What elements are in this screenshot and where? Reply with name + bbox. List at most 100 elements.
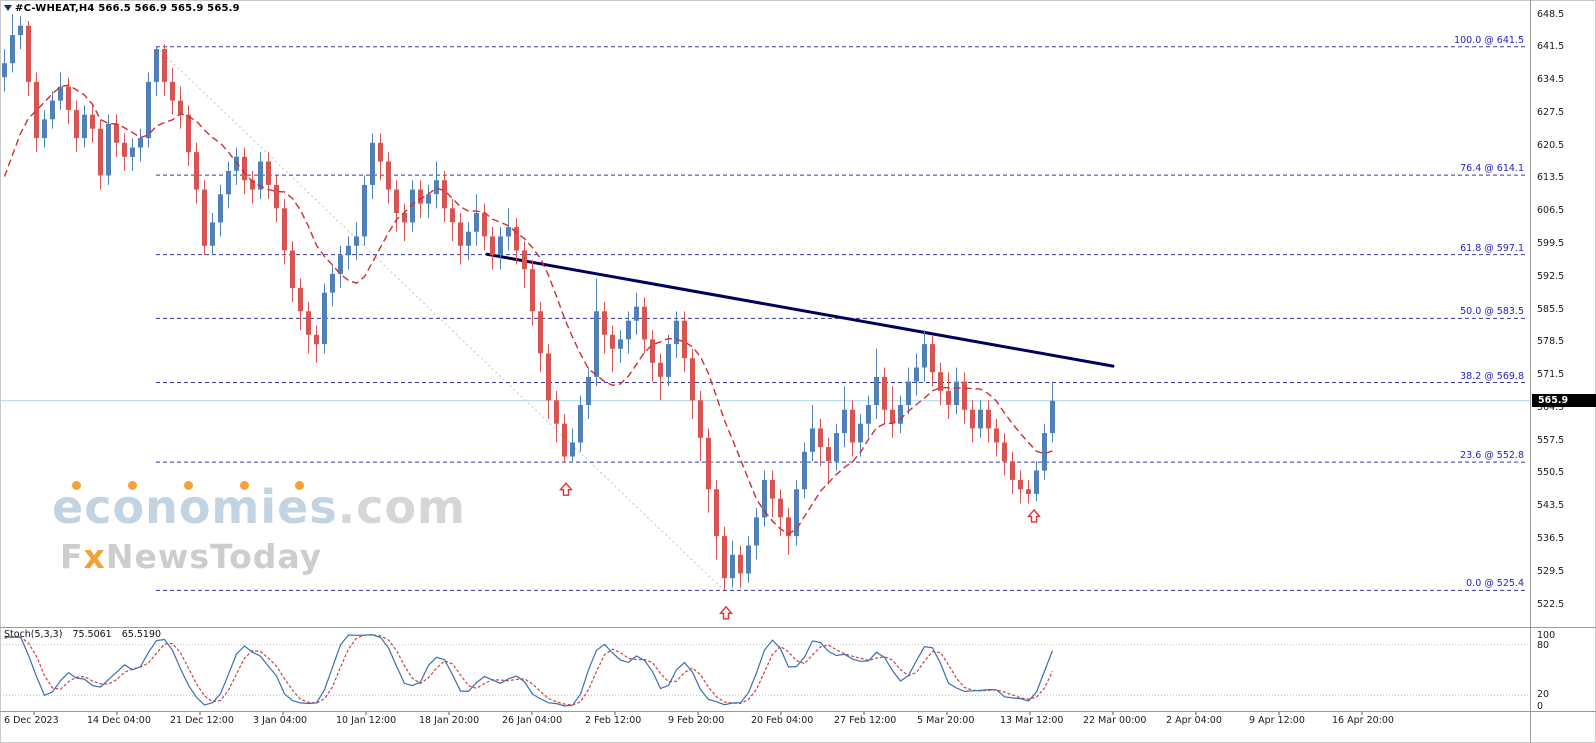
watermark-dot [240,481,249,490]
watermark-sub-rest: NewsToday [105,537,323,576]
candle-body [706,437,711,490]
candle-body [346,245,351,256]
candle-body [1002,442,1007,462]
candle-body [138,138,143,148]
watermark-dot [184,481,193,490]
candle-body [594,311,599,377]
candle-body [450,208,455,223]
indicator-k-value: 75.5061 [72,629,112,640]
candle-body [410,189,415,223]
candle-body [650,339,655,363]
candle-body [538,311,543,354]
candle-body [914,367,919,382]
candle-body [202,189,207,246]
collapse-triangle-icon[interactable] [4,5,12,11]
candle-body [730,554,735,579]
trendline[interactable] [485,252,1115,368]
watermark-sub-f: F [60,537,84,576]
candle-body [1018,479,1023,490]
candle-body [522,250,527,270]
candle-body [882,376,887,410]
candle-body [642,306,647,340]
candle-body [282,208,287,251]
candle-body [514,227,519,251]
candle-body [218,194,223,223]
candle-body [418,189,423,204]
watermark-domain-text: .com [337,480,466,534]
candle-body [666,344,671,377]
candle-body [274,184,279,209]
candle-body [442,180,447,209]
candle-body [738,554,743,574]
candle-body [570,442,575,457]
watermark-dot [295,481,304,490]
candle-body [938,372,943,391]
candle-body [490,236,495,256]
candle-body [26,25,31,82]
candle-body [378,142,383,162]
candle-body [546,353,551,401]
candle-body [426,194,431,204]
candle-body [258,161,263,190]
candle-body [482,213,487,237]
candle-body [42,119,47,139]
candle-body [194,152,199,190]
stoch-signal-line [4,634,1054,706]
watermark-brand-row: economies.com [52,481,466,530]
candle-body [978,409,983,429]
candle-body [330,273,335,293]
candle-body [794,489,799,537]
candle-body [562,423,567,457]
up-arrow-icon[interactable] [718,605,734,620]
candle-body [970,409,975,429]
candle-body [82,114,87,139]
candle-body [602,311,607,335]
watermark-subtitle-row: FxNewsToday [60,537,466,576]
up-arrow-icon[interactable] [1026,508,1042,523]
candle-body [394,189,399,213]
candle-body [586,376,591,405]
candle-body [898,405,903,424]
watermark-brand-text: economies [52,480,338,534]
candle-body [578,405,583,443]
candle-body [306,311,311,335]
candle-body [866,405,871,424]
candle-body [474,213,479,232]
candle-body [890,409,895,424]
candle-body [994,428,999,443]
candle-body [322,292,327,345]
candle-body [922,344,927,368]
candle-body [810,428,815,452]
indicator-d-value: 65.5190 [121,629,162,640]
candle-body [1010,461,1015,480]
candle-body [674,320,679,345]
candle-body [226,170,231,195]
candle-body [722,536,727,579]
candle-body [2,63,7,78]
candle-body [98,128,103,176]
candle-body [530,269,535,312]
candle-body [858,423,863,443]
candle-body [802,451,807,490]
candle-body [458,222,463,246]
candle-body [186,114,191,153]
candle-body [850,409,855,443]
candle-body [10,35,15,64]
fib-diagonal-line[interactable] [155,46,725,591]
candle-body [498,236,503,256]
candle-body [74,110,79,139]
up-arrow-icon[interactable] [558,482,574,496]
candle-body [986,409,991,429]
candle-body [786,517,791,537]
candle-body [610,334,615,349]
candle-body [826,447,831,462]
candle-body [362,184,367,237]
candle-body [634,306,639,321]
candle-body [434,180,439,195]
candle-body [954,381,959,405]
candle-body [106,124,111,176]
candle-body [386,161,391,190]
candle-body [466,231,471,246]
candle-body [874,376,879,405]
